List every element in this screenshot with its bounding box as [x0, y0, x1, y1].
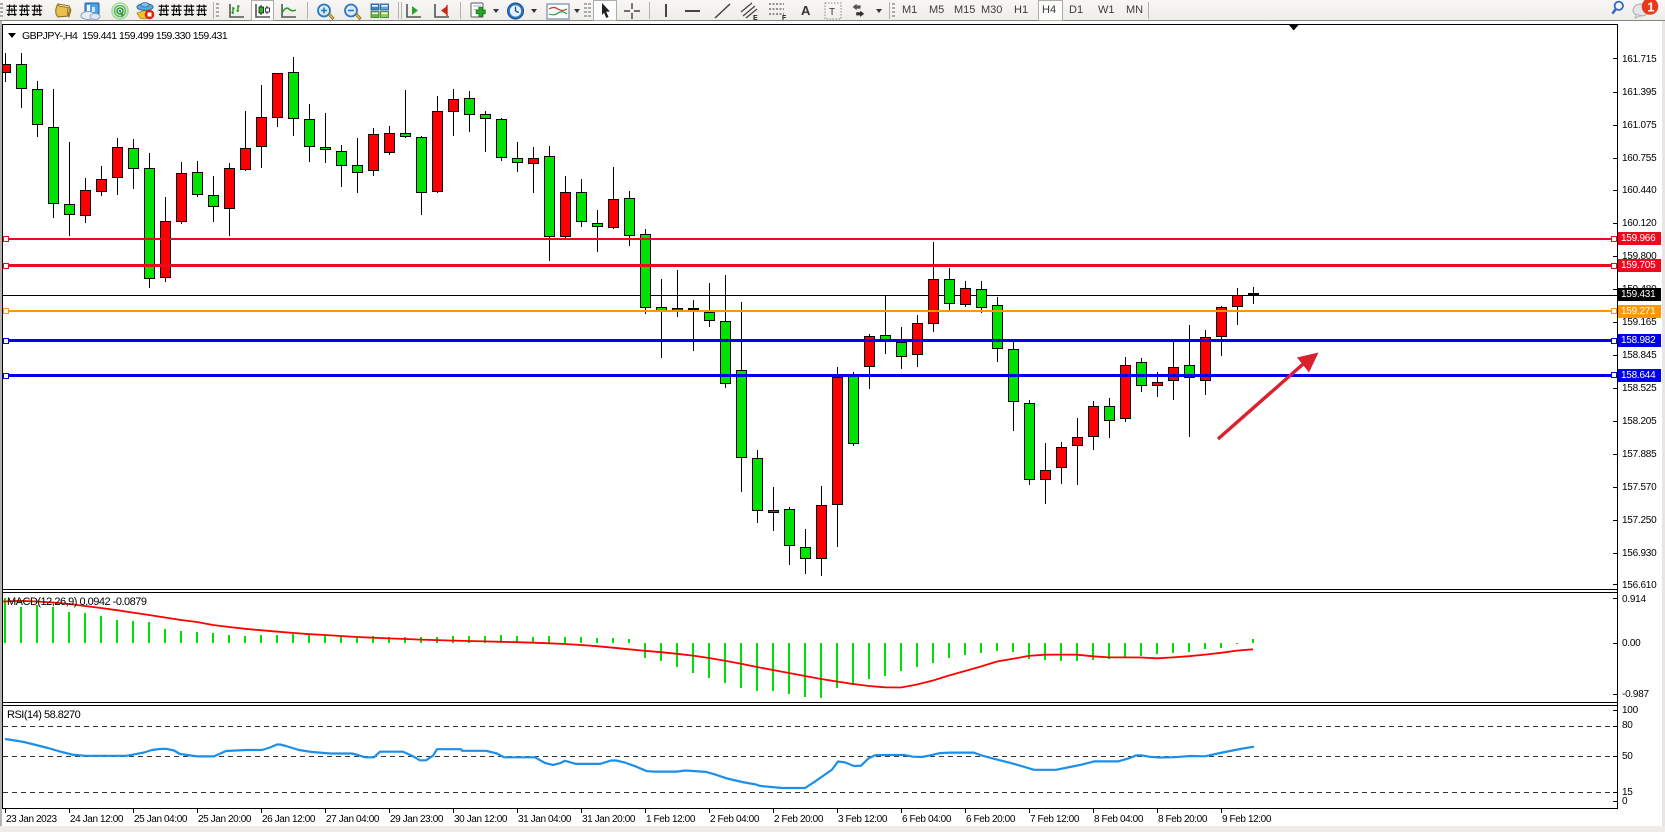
svg-text:1: 1	[1647, 0, 1654, 14]
svg-text:T: T	[829, 7, 835, 18]
svg-text:F: F	[782, 15, 787, 21]
svg-text:E: E	[753, 15, 758, 21]
